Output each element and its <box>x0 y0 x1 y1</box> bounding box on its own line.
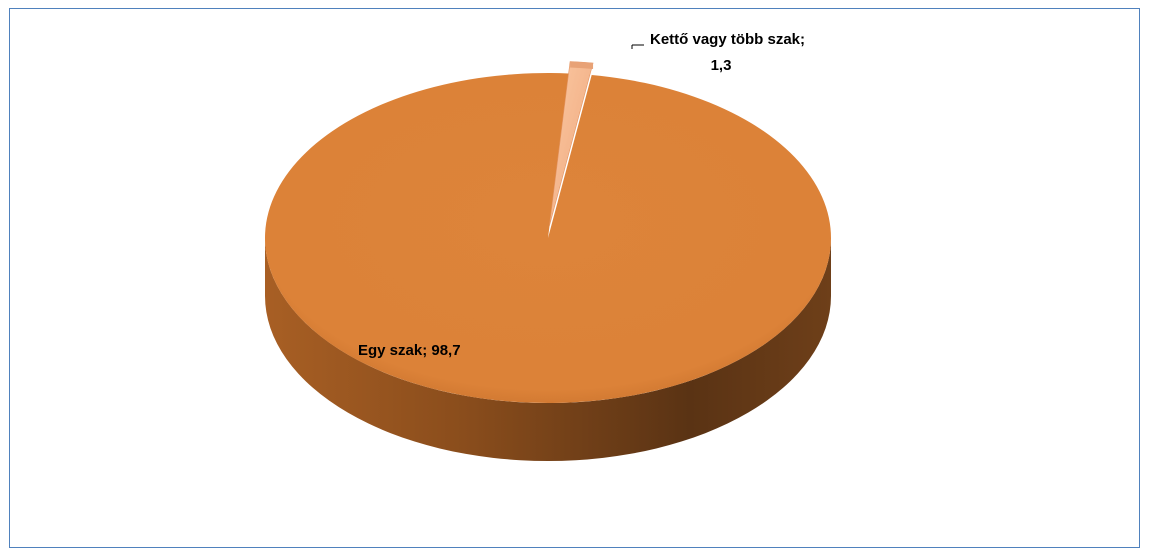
pie-slice-egy-szak <box>264 72 831 403</box>
data-label-small-line2: 1,3 <box>711 57 732 74</box>
data-label-small-line1: Kettő vagy több szak; <box>650 31 805 48</box>
data-label-main: Egy szak; 98,7 <box>358 342 461 359</box>
pie-slice-small-edge <box>570 61 594 70</box>
pie-side-wall <box>265 238 831 461</box>
